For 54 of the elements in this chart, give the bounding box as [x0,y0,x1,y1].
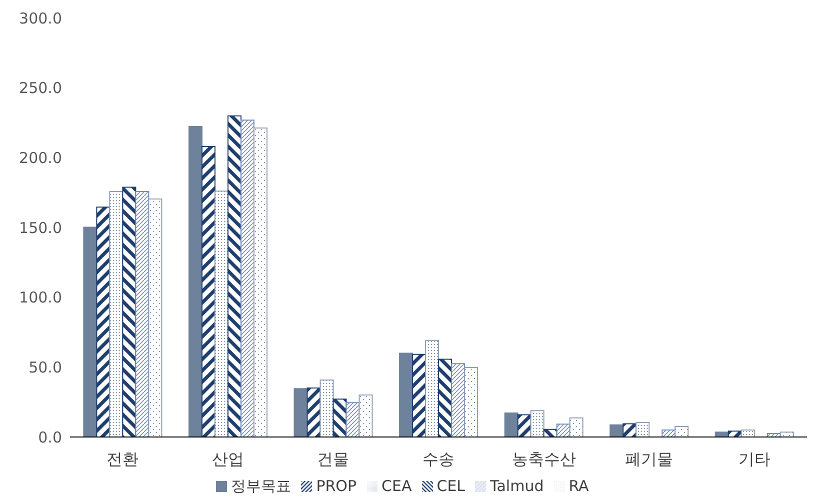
legend-label: 정부목표 [231,477,292,495]
bar [622,423,637,437]
y-tick-label: 100.0 [19,288,62,307]
legend-label: PROP [316,477,357,495]
bar [504,412,518,437]
bar [306,387,321,437]
bar [135,190,150,437]
bar [122,186,136,437]
y-tick-label: 150.0 [19,218,62,237]
bar [530,410,544,437]
legend-label: Talmud [490,477,544,495]
bar [556,424,570,437]
bar [674,426,689,437]
bar [214,190,228,437]
bar [451,363,466,437]
bar [188,126,202,437]
bar [412,354,426,437]
x-tick-label: 산업 [212,449,244,468]
bar [83,226,98,437]
x-tick-label: 농축수산 [512,449,576,468]
bar [636,422,650,437]
y-tick-label: 200.0 [19,148,62,167]
y-tick-label: 0.0 [38,428,62,446]
bar [332,398,347,437]
bar [96,206,110,437]
bar [109,190,124,437]
bar [320,380,334,437]
bar [201,146,216,437]
bar [346,402,360,437]
legend-label: RA [568,477,589,495]
bar [240,120,254,437]
bar [148,198,162,437]
bar [294,388,308,437]
x-tick-label: 수송 [422,449,454,468]
bar [253,128,268,437]
x-tick-label: 기타 [738,449,770,468]
y-tick-label: 300.0 [19,9,62,28]
bar [227,115,242,437]
bar [464,366,478,437]
bar [569,417,584,437]
legend-label: CEA [382,477,412,495]
x-tick-label: 건물 [317,449,350,468]
x-tick-label: 전환 [106,449,139,468]
bar [780,432,794,437]
bar [399,352,414,437]
bar [358,394,373,437]
bar [438,358,452,437]
y-tick-label: 250.0 [19,79,62,98]
legend-label: CEL [436,477,466,495]
bar [425,340,440,437]
x-tick-label: 폐기물 [625,449,674,468]
bar [740,430,755,437]
bar [517,414,532,437]
y-tick-label: 50.0 [28,358,62,376]
